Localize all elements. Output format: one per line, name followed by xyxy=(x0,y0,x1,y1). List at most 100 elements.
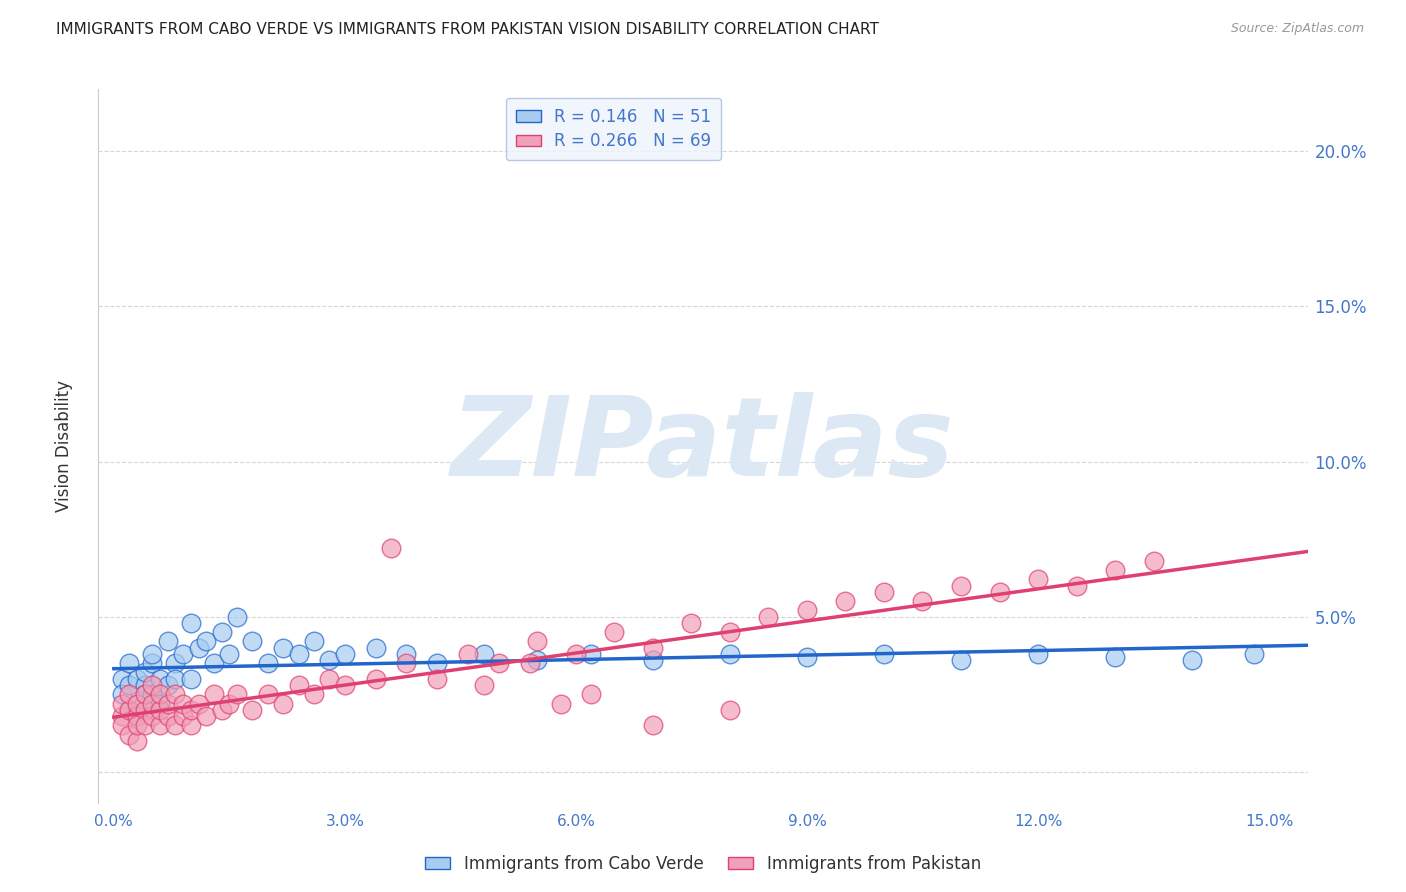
Point xyxy=(180,718,202,732)
Point xyxy=(302,687,325,701)
Point xyxy=(125,697,148,711)
Point xyxy=(125,672,148,686)
Point xyxy=(149,718,172,732)
Point xyxy=(149,703,172,717)
Point xyxy=(1181,653,1204,667)
Point xyxy=(641,640,664,655)
Point xyxy=(796,650,818,665)
Point xyxy=(911,594,934,608)
Point xyxy=(118,727,141,741)
Y-axis label: Vision Disability: Vision Disability xyxy=(55,380,73,512)
Point xyxy=(118,687,141,701)
Point xyxy=(218,697,240,711)
Point xyxy=(581,687,603,701)
Point xyxy=(125,733,148,747)
Point xyxy=(395,647,418,661)
Point xyxy=(641,718,664,732)
Point xyxy=(287,678,309,692)
Point xyxy=(581,647,603,661)
Point xyxy=(257,656,280,670)
Point xyxy=(202,656,225,670)
Point xyxy=(156,709,179,723)
Point xyxy=(395,656,418,670)
Point xyxy=(226,687,249,701)
Point xyxy=(758,609,780,624)
Point xyxy=(271,697,294,711)
Point xyxy=(110,672,132,686)
Point xyxy=(141,687,163,701)
Point xyxy=(681,615,703,630)
Legend: R = 0.146   N = 51, R = 0.266   N = 69: R = 0.146 N = 51, R = 0.266 N = 69 xyxy=(506,97,721,161)
Point xyxy=(257,687,280,701)
Point xyxy=(1104,563,1126,577)
Point xyxy=(118,656,141,670)
Point xyxy=(187,697,209,711)
Point xyxy=(134,703,156,717)
Point xyxy=(180,703,202,717)
Point xyxy=(125,709,148,723)
Point xyxy=(834,594,856,608)
Point xyxy=(156,697,179,711)
Text: IMMIGRANTS FROM CABO VERDE VS IMMIGRANTS FROM PAKISTAN VISION DISABILITY CORRELA: IMMIGRANTS FROM CABO VERDE VS IMMIGRANTS… xyxy=(56,22,879,37)
Point xyxy=(149,687,172,701)
Point xyxy=(565,647,588,661)
Point xyxy=(318,672,340,686)
Legend: Immigrants from Cabo Verde, Immigrants from Pakistan: Immigrants from Cabo Verde, Immigrants f… xyxy=(419,848,987,880)
Point xyxy=(457,647,479,661)
Point xyxy=(550,697,572,711)
Point xyxy=(202,687,225,701)
Point xyxy=(226,609,249,624)
Point xyxy=(187,640,209,655)
Point xyxy=(110,697,132,711)
Point xyxy=(318,653,340,667)
Point xyxy=(426,672,449,686)
Point xyxy=(125,709,148,723)
Point xyxy=(134,687,156,701)
Point xyxy=(302,634,325,648)
Point xyxy=(211,625,233,640)
Point xyxy=(242,703,264,717)
Point xyxy=(333,678,356,692)
Point xyxy=(110,718,132,732)
Text: ZIPatlas: ZIPatlas xyxy=(451,392,955,500)
Point xyxy=(110,687,132,701)
Point xyxy=(950,579,973,593)
Point xyxy=(472,647,495,661)
Point xyxy=(165,718,187,732)
Point xyxy=(125,718,148,732)
Point xyxy=(950,653,973,667)
Point xyxy=(472,678,495,692)
Point xyxy=(287,647,309,661)
Point xyxy=(165,656,187,670)
Point xyxy=(149,697,172,711)
Point xyxy=(211,703,233,717)
Text: Source: ZipAtlas.com: Source: ZipAtlas.com xyxy=(1230,22,1364,36)
Point xyxy=(118,703,141,717)
Point xyxy=(271,640,294,655)
Point xyxy=(242,634,264,648)
Point xyxy=(110,709,132,723)
Point xyxy=(141,697,163,711)
Point xyxy=(1142,554,1164,568)
Point xyxy=(426,656,449,670)
Point xyxy=(519,656,541,670)
Point xyxy=(526,634,548,648)
Point xyxy=(172,647,194,661)
Point xyxy=(134,678,156,692)
Point xyxy=(641,653,664,667)
Point xyxy=(134,687,156,701)
Point xyxy=(1066,579,1088,593)
Point xyxy=(1243,647,1265,661)
Point xyxy=(380,541,402,556)
Point xyxy=(1026,647,1049,661)
Point xyxy=(118,703,141,717)
Point xyxy=(218,647,240,661)
Point xyxy=(364,640,387,655)
Point xyxy=(195,709,218,723)
Point xyxy=(1026,573,1049,587)
Point xyxy=(172,697,194,711)
Point xyxy=(873,647,896,661)
Point xyxy=(1104,650,1126,665)
Point xyxy=(141,656,163,670)
Point xyxy=(796,603,818,617)
